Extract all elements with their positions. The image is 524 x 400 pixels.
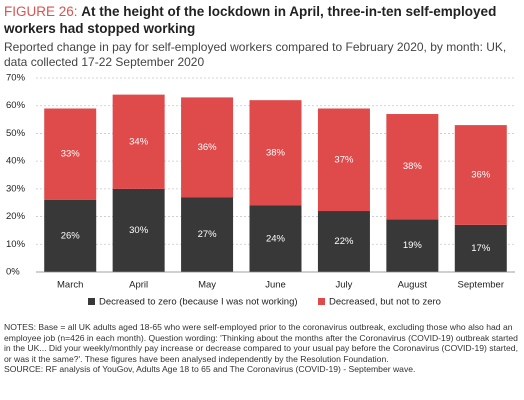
y-tick-label: 40% [6, 156, 26, 167]
title: FIGURE 26: At the height of the lockdown… [4, 3, 520, 37]
notes-text: NOTES: Base = all UK adults aged 18-65 w… [4, 322, 518, 364]
value-label: 36% [471, 170, 491, 181]
y-tick-label: 70% [6, 73, 26, 84]
bar-segment [44, 199, 97, 272]
y-tick-label: 30% [6, 183, 26, 194]
chart: 0% 10% 20% 30% 40% 50% 60% 70% 26% 33% March 30% 34%… [6, 73, 515, 308]
bar-segment [44, 108, 97, 200]
legend-swatch [88, 298, 95, 305]
bar-segment [181, 97, 234, 198]
x-tick-label: April [129, 280, 148, 291]
bar-segment [112, 188, 165, 272]
value-label: 27% [198, 229, 218, 240]
value-label: 37% [334, 154, 354, 165]
bar-segment [317, 211, 370, 272]
value-label: 34% [129, 136, 149, 147]
bar-segment [454, 224, 507, 272]
value-label: 38% [403, 161, 423, 172]
value-label: 19% [403, 240, 423, 251]
x-tick-label: August [398, 280, 428, 291]
value-label: 17% [471, 243, 491, 254]
y-tick-label: 20% [6, 211, 26, 222]
notes: NOTES: Base = all UK adults aged 18-65 w… [4, 322, 520, 375]
x-tick-label: May [198, 280, 216, 291]
bar-segment [386, 114, 439, 220]
y-tick-label: 50% [6, 128, 26, 139]
value-label: 30% [129, 225, 149, 236]
bar-segment [112, 94, 165, 189]
value-label: 24% [266, 233, 286, 244]
bar-segment [317, 108, 370, 212]
x-tick-label: July [335, 280, 352, 291]
y-tick-label: 10% [6, 239, 26, 250]
x-tick-label: September [458, 280, 504, 291]
x-tick-label: June [265, 280, 286, 291]
value-label: 33% [61, 149, 81, 160]
y-tick-label: 60% [6, 100, 26, 111]
value-label: 36% [198, 142, 218, 153]
chart-title: At the height of the lockdown in April, … [4, 4, 497, 36]
x-tick-label: March [57, 280, 83, 291]
legend-label: Decreased, but not to zero [329, 297, 441, 308]
bar-segment [249, 205, 302, 272]
source: SOURCE: RF analysis of YouGov, Adults Ag… [4, 364, 416, 375]
value-label: 22% [334, 236, 354, 247]
figure-label: FIGURE 26: [4, 4, 78, 19]
bar-segment [181, 197, 234, 272]
legend-swatch [318, 298, 325, 305]
value-label: 26% [61, 230, 81, 241]
value-label: 38% [266, 147, 286, 158]
bar-segment [454, 125, 507, 225]
bar-segment [386, 219, 439, 272]
legend-label: Decreased to zero (because I was not wor… [99, 297, 298, 308]
y-tick-label: 0% [6, 267, 20, 278]
bar-segment [249, 100, 302, 206]
subtitle: Reported change in pay for self-employed… [4, 40, 507, 69]
